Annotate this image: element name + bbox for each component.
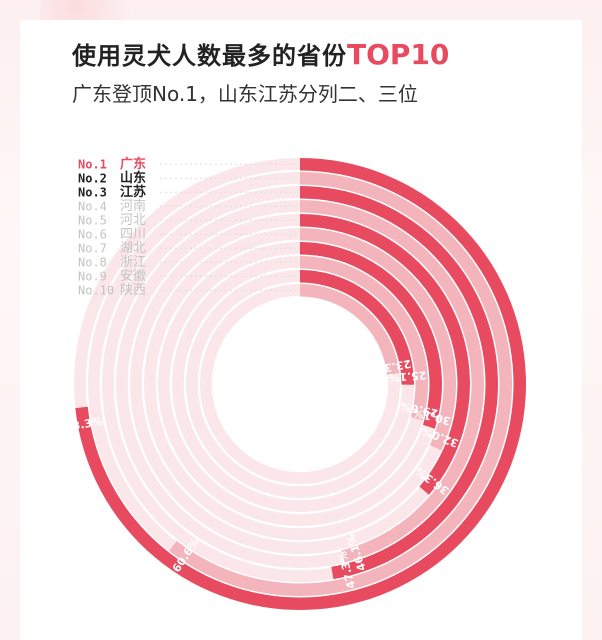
legend-province-8: 浙江 (120, 255, 146, 270)
legend-rank-2: No.2 (78, 171, 107, 185)
legend-province-2: 山东 (120, 170, 146, 186)
legend-province-1: 广东 (120, 156, 146, 172)
ring-bar-10 (300, 284, 400, 375)
legend-rank-6: No.6 (78, 227, 107, 241)
legend-rank-9: No.9 (78, 269, 107, 283)
chart-subtitle: 广东登顶No.1，山东江苏分列二、三位 (72, 82, 418, 106)
title-main: 使用灵犬人数最多的省份 (72, 42, 347, 70)
value-label-9: 25.1% (388, 368, 427, 384)
legend-province-3: 江苏 (120, 184, 146, 200)
ring-separator (183, 267, 417, 501)
legend-rank-5: No.5 (78, 213, 107, 227)
legend-rank-3: No.3 (78, 185, 107, 199)
legend-province-6: 四川 (120, 227, 146, 242)
legend-province-5: 河北 (120, 213, 146, 228)
legend-province-9: 安徽 (120, 269, 146, 284)
ring-separator (197, 281, 403, 487)
legend-rank-7: No.7 (78, 241, 107, 255)
ring-separator (211, 295, 389, 473)
ring-bars (75, 158, 526, 610)
legend-rank-10: No.10 (78, 283, 114, 297)
legend: No.1 广东 No.2 山东 No.3 江苏 No.4 河南 No.5 河北 No.6 四川 No.7… (78, 156, 296, 298)
ring-bar-8 (300, 256, 428, 421)
ring-bar-6 (300, 228, 457, 451)
legend-rank-1: No.1 (78, 157, 107, 171)
legend-province-10: 陕西 (120, 283, 146, 298)
legend-province-4: 河南 (120, 198, 146, 214)
ring-track (130, 214, 429, 554)
ring-bar-5 (300, 214, 471, 495)
legend-rank-4: No.4 (78, 199, 107, 213)
chart-title: 使用灵犬人数最多的省份TOP10 (72, 36, 449, 71)
ring-bar-9 (300, 270, 414, 385)
legend-province-7: 湖北 (120, 241, 146, 256)
title-accent: TOP10 (347, 38, 450, 71)
legend-rank-8: No.8 (78, 255, 107, 269)
ring-bar-7 (300, 242, 443, 429)
